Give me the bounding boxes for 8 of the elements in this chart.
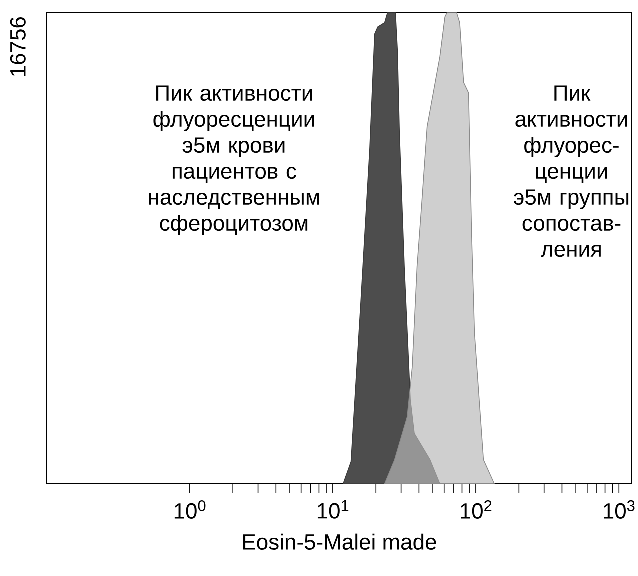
text: 16756	[10, 17, 26, 76]
annotation: Пик активности флуоресценции э5м крови пациентов с наследственным сфероцитозом	[149, 86, 320, 236]
x-tick-label: 10$^{1}$	[318, 500, 349, 519]
x-tick-label: 10$^{2}$	[461, 500, 492, 519]
x-axis-title: Eosin-5-Malei made	[243, 534, 436, 550]
x-tick-label: 10$^{3}$	[604, 500, 635, 519]
x-tick-label: 10$^{0}$	[174, 500, 206, 519]
annotation: Пик активности флуорес-ценции э5м группы сопостав-ления	[514, 86, 629, 258]
